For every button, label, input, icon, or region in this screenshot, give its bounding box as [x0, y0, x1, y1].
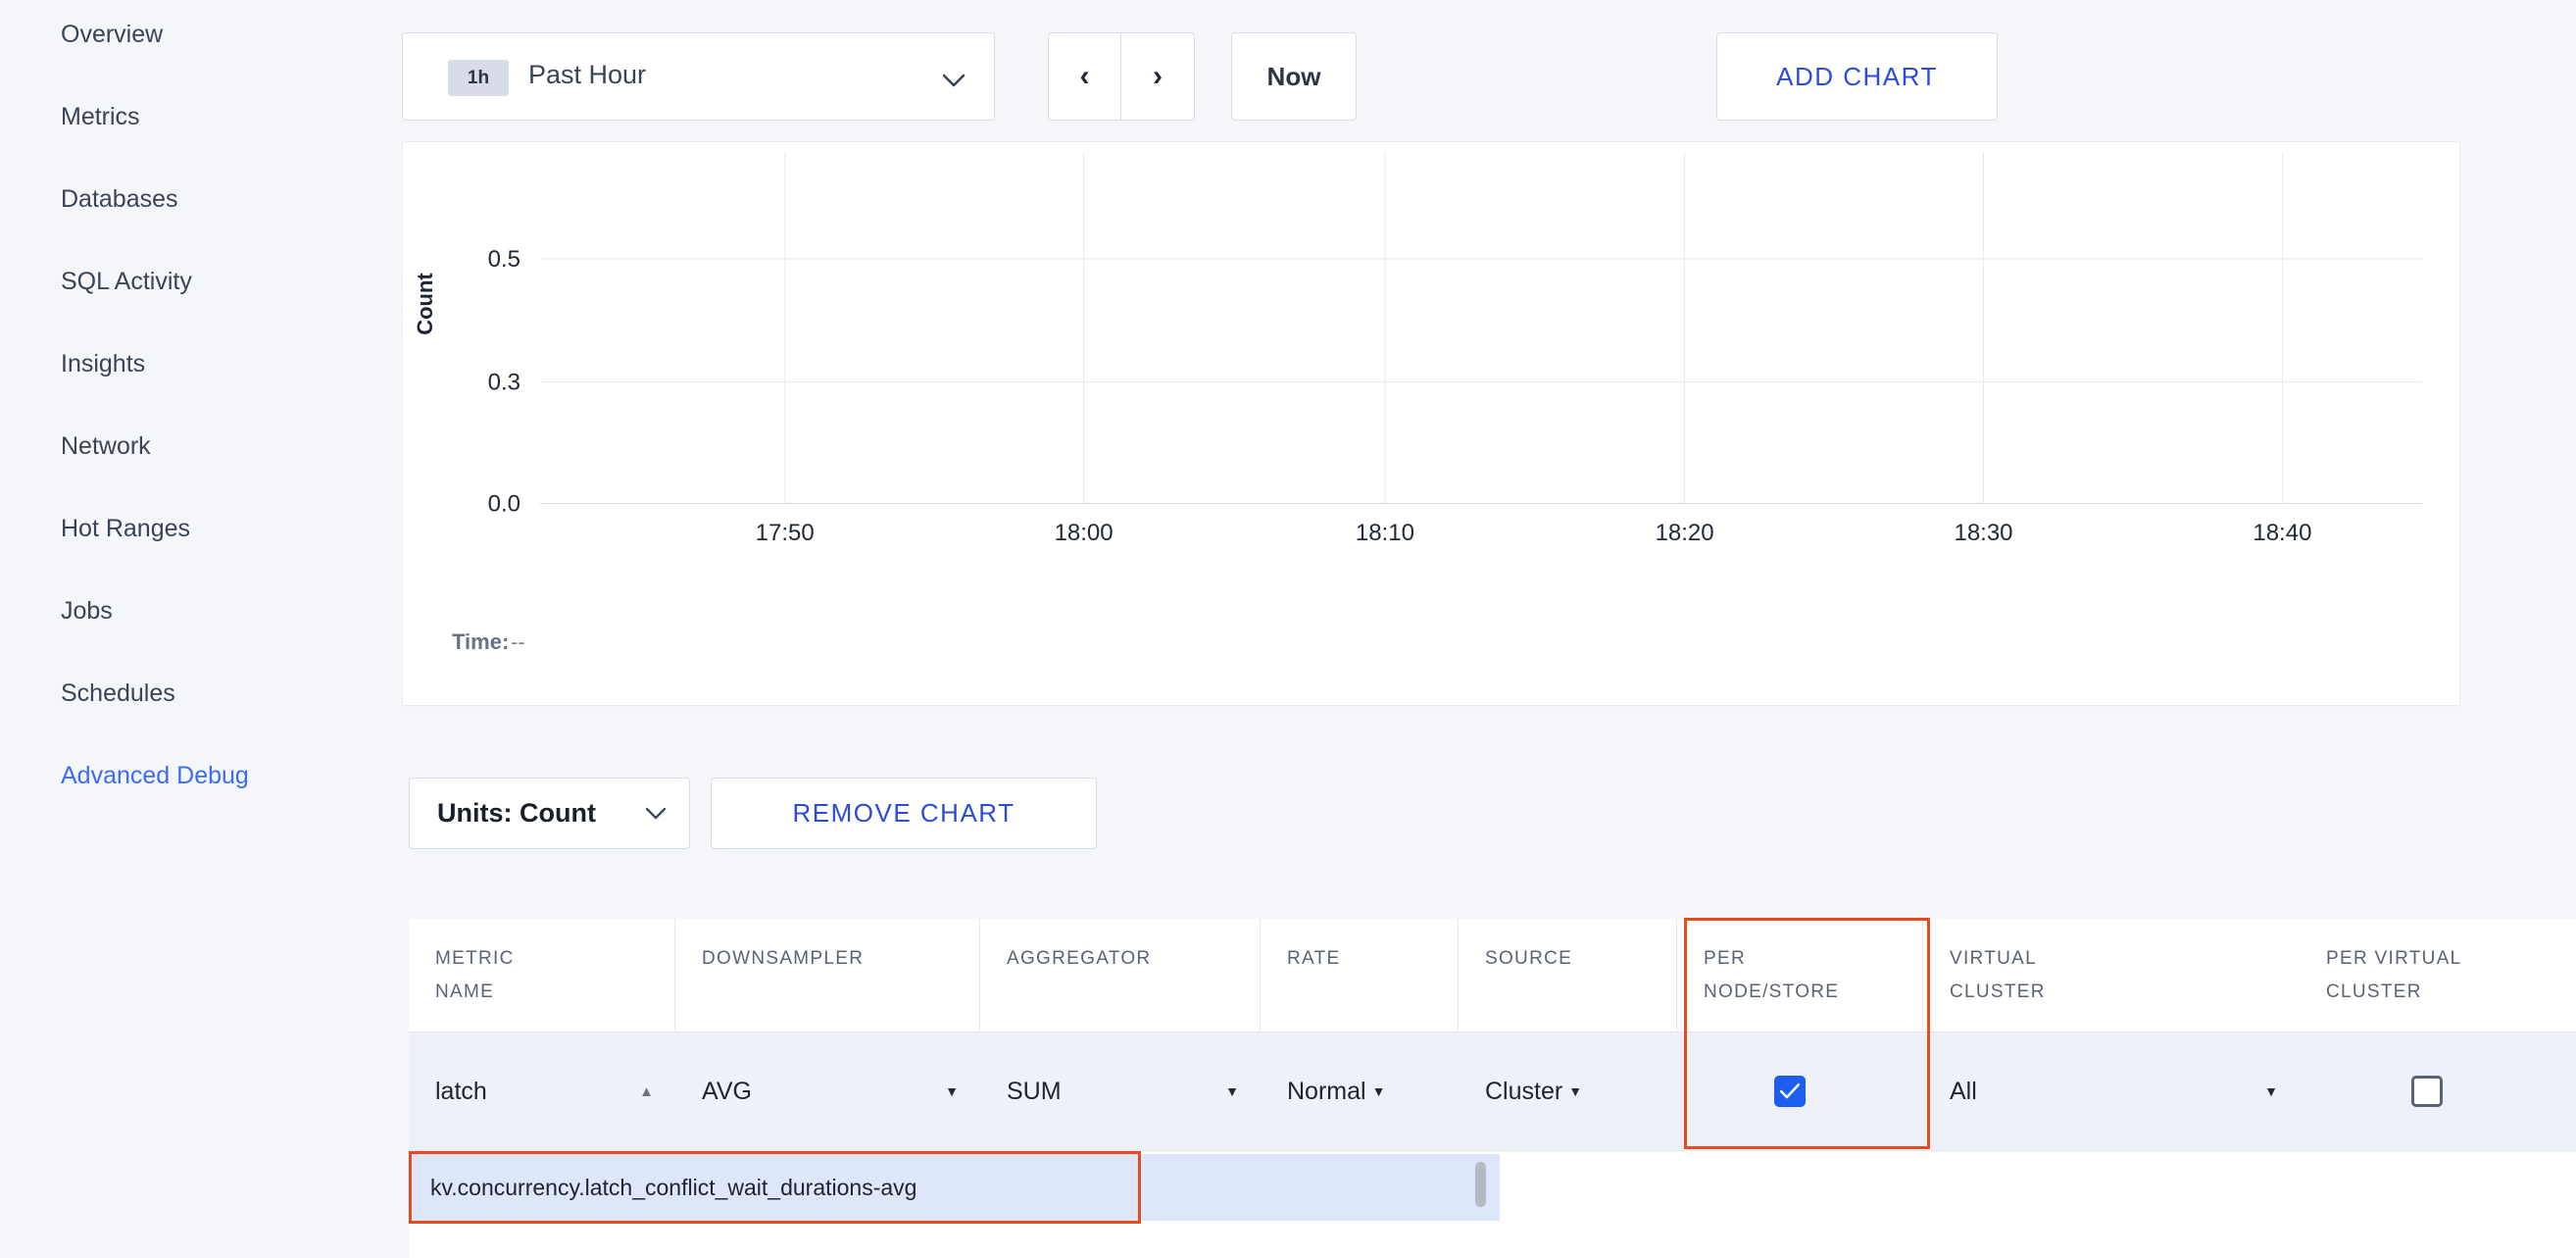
svg-text:Count: Count	[413, 273, 437, 335]
svg-text:0.0: 0.0	[488, 491, 520, 518]
svg-text:18:10: 18:10	[1356, 520, 1414, 546]
svg-text:18:20: 18:20	[1656, 520, 1714, 546]
svg-text:18:30: 18:30	[1954, 520, 2012, 546]
svg-text:18:00: 18:00	[1055, 520, 1114, 546]
svg-text:0.5: 0.5	[488, 246, 520, 273]
svg-text:17:50: 17:50	[756, 520, 815, 546]
svg-text:18:40: 18:40	[2253, 520, 2311, 546]
svg-text:0.3: 0.3	[488, 370, 520, 396]
